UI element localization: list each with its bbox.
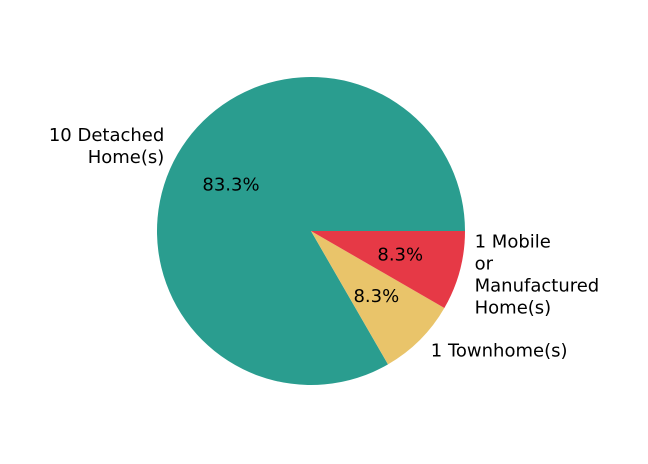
pie-slice-1-mobile-or-manufactured-home-s	[311, 231, 465, 308]
pct-label-1-mobile-or-manufactured-home-s: 8.3%	[377, 244, 423, 265]
pie-slices	[156, 77, 465, 386]
pct-label-10-detached-home-s: 83.3%	[202, 174, 259, 195]
slice-label-1-mobile-or-manufactured-home-s: 1 Mobile or Manufactured Home(s)	[475, 231, 600, 318]
slice-label-1-townhome-s: 1 Townhome(s)	[431, 340, 568, 361]
pie-slice-1-townhome-s	[311, 231, 445, 365]
slice-label-line: 1 Townhome(s)	[431, 340, 568, 361]
percentage-labels: 83.3% 8.3% 8.3%	[202, 174, 423, 307]
slice-label-line: 10 Detached	[49, 125, 164, 146]
slice-label-10-detached-home-s: 10 Detached Home(s)	[49, 125, 164, 168]
slice-label-line: Home(s)	[475, 297, 552, 318]
slice-label-line: 1 Mobile	[475, 231, 551, 252]
slice-label-line: or	[475, 253, 494, 274]
slice-label-line: Home(s)	[88, 147, 165, 168]
slice-labels: 10 Detached Home(s)1 Townhome(s)1 Mobile o…	[49, 125, 599, 361]
slice-label-line: Manufactured	[475, 275, 600, 296]
pct-label-1-townhome-s: 8.3%	[353, 286, 399, 307]
